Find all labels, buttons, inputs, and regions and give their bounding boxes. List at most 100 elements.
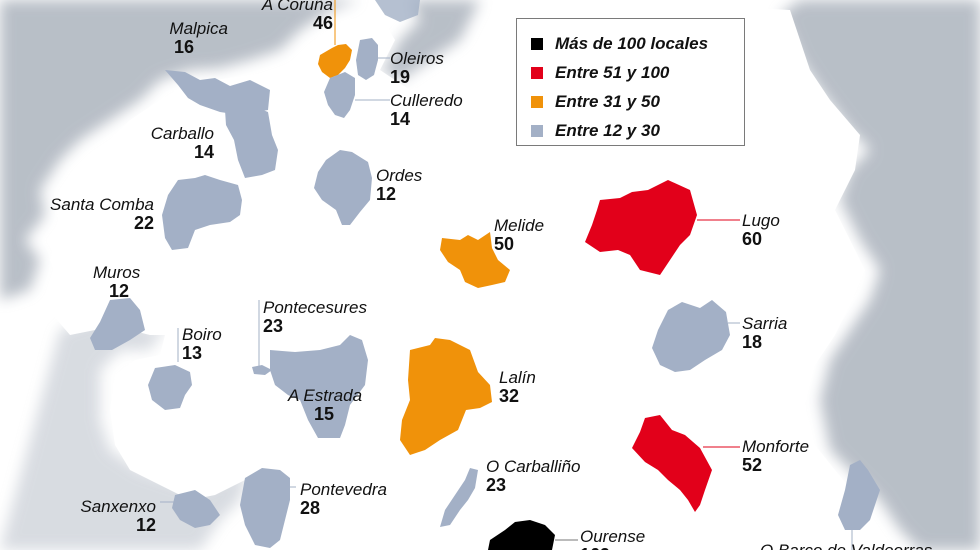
label-ordes: Ordes 12: [376, 167, 422, 203]
shape-pontevedra[interactable]: [240, 468, 290, 548]
label-value: 13: [182, 343, 203, 363]
label-value: 12: [376, 184, 397, 204]
label-santa-comba: Santa Comba 22: [38, 196, 154, 232]
label-name: Ourense: [580, 527, 646, 546]
label-value: 12: [135, 515, 156, 535]
label-name: Carballo: [150, 124, 214, 143]
label-name: Pontecesures: [263, 298, 367, 317]
label-value: 18: [742, 332, 763, 352]
label-value: 169: [580, 546, 645, 550]
label-culleredo: Culleredo 14: [390, 92, 463, 128]
label-malpica: Malpica 16: [140, 20, 228, 56]
legend-item-red: Entre 51 y 100: [531, 58, 744, 87]
shape-sanxenxo[interactable]: [172, 490, 220, 528]
label-name: Lalín: [499, 368, 536, 387]
legend-item-orange: Entre 31 y 50: [531, 87, 744, 116]
shape-ourense[interactable]: [488, 520, 555, 550]
leader-lines: [160, 0, 853, 550]
shape-lalin[interactable]: [400, 338, 492, 455]
label-name: Sanxenxo: [80, 497, 156, 516]
shape-boiro[interactable]: [148, 365, 192, 410]
legend-swatch: [531, 95, 543, 108]
label-a-estrada: A Estrada 15: [288, 387, 362, 423]
legend-swatch: [531, 124, 543, 137]
legend-label: Entre 31 y 50: [555, 91, 660, 111]
legend-label: Más de 100 locales: [555, 33, 709, 53]
label-sanxenxo: Sanxenxo 12: [66, 498, 156, 534]
label-name: O Barco de Valdeorras: [760, 542, 932, 550]
shape-a-coruna[interactable]: [318, 44, 352, 78]
legend-swatch: [531, 37, 543, 50]
label-name: Lugo: [742, 211, 780, 230]
label-name: Boiro: [182, 325, 222, 344]
shape-malpica[interactable]: [165, 70, 270, 115]
label-name: Melide: [494, 216, 545, 235]
label-value: 28: [300, 498, 321, 518]
label-name: Monforte: [742, 437, 810, 456]
label-name: Sarria: [742, 314, 788, 333]
label-name: Oleiros: [390, 49, 444, 68]
label-ourense: Ourense 169: [580, 528, 645, 550]
label-pontevedra: Pontevedra 28: [300, 481, 387, 517]
legend: Más de 100 locales Entre 51 y 100 Entre …: [516, 18, 745, 146]
label-oleiros: Oleiros 19: [390, 50, 444, 86]
label-value: 50: [494, 234, 515, 254]
label-value: 14: [390, 109, 411, 129]
legend-swatch: [531, 66, 543, 79]
label-value: 60: [742, 229, 763, 249]
label-value: 15: [314, 404, 335, 424]
shape-lugo[interactable]: [585, 180, 697, 275]
shape-a-estrada[interactable]: [270, 335, 368, 438]
label-a-coruna: A Coruña 46: [255, 0, 333, 32]
label-value: 23: [263, 316, 284, 336]
label-monforte: Monforte 52: [742, 438, 809, 474]
shape-coast-fragment: [375, 0, 420, 22]
label-value: 19: [390, 67, 411, 87]
label-value: 52: [742, 455, 763, 475]
label-value: 23: [486, 475, 507, 495]
label-value: 14: [193, 142, 214, 162]
label-name: Malpica: [169, 19, 228, 38]
label-value: 32: [499, 386, 520, 406]
shape-muros[interactable]: [90, 298, 145, 350]
label-name: Ordes: [376, 166, 423, 185]
label-name: Muros: [93, 263, 141, 282]
shape-carballo[interactable]: [225, 105, 278, 178]
label-pontecesures: Pontecesures 23: [263, 299, 367, 335]
shape-santa-comba[interactable]: [162, 175, 242, 250]
label-lalin: Lalín 32: [499, 369, 536, 405]
label-name: O Carballiño: [486, 457, 581, 476]
label-value: 12: [109, 281, 130, 301]
label-carballo: Carballo 14: [130, 125, 214, 161]
legend-item-black: Más de 100 locales: [531, 29, 744, 58]
label-muros: Muros 12: [93, 264, 140, 300]
label-o-barco: O Barco de Valdeorras: [760, 542, 932, 550]
label-name: A Estrada: [288, 386, 363, 405]
legend-label: Entre 51 y 100: [555, 62, 670, 82]
shape-monforte[interactable]: [632, 415, 712, 512]
shape-culleredo[interactable]: [324, 72, 355, 118]
shape-o-barco[interactable]: [838, 460, 880, 530]
label-name: Culleredo: [390, 91, 463, 110]
shape-o-carballino[interactable]: [440, 468, 478, 527]
legend-item-grey: Entre 12 y 30: [531, 116, 744, 145]
label-name: Pontevedra: [300, 480, 387, 499]
shape-pontecesures[interactable]: [252, 365, 272, 375]
label-lugo: Lugo 60: [742, 212, 780, 248]
shape-ordes[interactable]: [314, 150, 372, 225]
label-value: 22: [133, 213, 154, 233]
shape-melide[interactable]: [440, 232, 510, 288]
label-value: 16: [173, 37, 195, 57]
municipality-shapes: [90, 0, 880, 550]
label-o-carballino: O Carballiño 23: [486, 458, 581, 494]
label-boiro: Boiro 13: [182, 326, 222, 362]
label-name: A Coruña: [261, 0, 333, 14]
label-name: Santa Comba: [50, 195, 154, 214]
shape-sarria[interactable]: [652, 300, 730, 372]
label-value: 46: [312, 13, 333, 33]
legend-label: Entre 12 y 30: [555, 120, 660, 140]
label-sarria: Sarria 18: [742, 315, 787, 351]
shape-oleiros[interactable]: [356, 38, 378, 80]
label-melide: Melide 50: [494, 217, 544, 253]
